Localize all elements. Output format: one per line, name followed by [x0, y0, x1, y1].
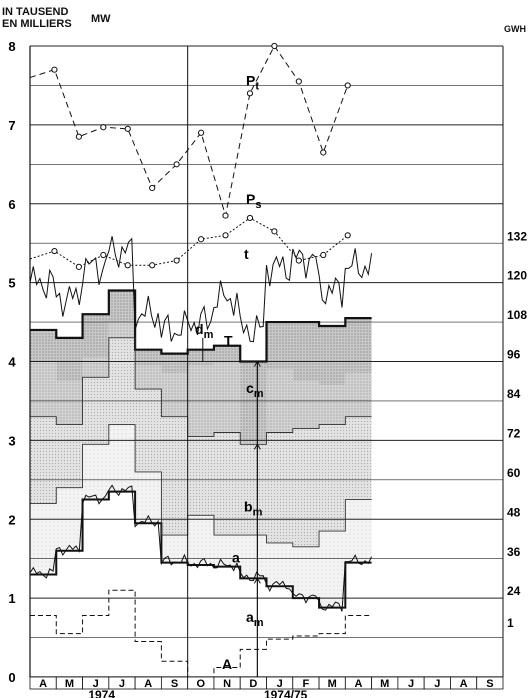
month-label: S [486, 678, 493, 690]
month-label: D [249, 678, 257, 690]
y-tick-label: 3 [8, 433, 15, 448]
series-Pt-point [320, 149, 327, 156]
month-label: F [303, 678, 310, 690]
series-Pt-point [344, 82, 351, 89]
series-cm-boundary [30, 337, 372, 445]
band-bm [30, 337, 372, 547]
band-am [30, 424, 372, 608]
series-Ps-point [124, 262, 131, 269]
month-label: M [65, 678, 74, 690]
label-cm: cm [246, 380, 264, 400]
series-Ps-point [75, 263, 82, 270]
arrow-head [253, 443, 261, 450]
y-right-tick-label: 1 [507, 616, 514, 630]
series-Pt-point [295, 78, 302, 85]
month-label: N [223, 678, 231, 690]
y-right-tick-label: 108 [507, 308, 527, 322]
y-tick-label: 5 [8, 276, 15, 291]
y-tick-label: 4 [8, 355, 16, 370]
month-cell [476, 676, 504, 690]
series-Pt-point [75, 133, 82, 140]
label-T: T [224, 333, 233, 349]
y-tick-label: 6 [8, 197, 15, 212]
series-Pt-point [246, 90, 254, 97]
series-Pt-point [222, 212, 229, 219]
series-Ps-point [173, 257, 180, 264]
y-tick-label: 1 [8, 591, 15, 606]
month-label: J [408, 678, 414, 690]
label-t: t [244, 246, 249, 262]
series-Ps-point [344, 232, 351, 239]
month-label: M [328, 678, 337, 690]
month-label: S [171, 678, 178, 690]
label-a: a [232, 550, 240, 566]
y-right-tick-label: 60 [507, 466, 521, 480]
month-label: J [93, 678, 99, 690]
month-label: J [434, 678, 440, 690]
arrow-head [253, 577, 261, 584]
y-tick-label: 8 [8, 39, 15, 54]
month-label: O [197, 678, 206, 690]
series-Pt-point [197, 129, 205, 136]
unit-label-gwh: GWH [504, 24, 526, 34]
y-tick-label: 2 [8, 512, 15, 527]
month-label: J [119, 678, 125, 690]
unit-label-en-milliers: EN MILLIERS [2, 18, 72, 30]
series-Pt [29, 45, 349, 216]
arrow-head [253, 360, 261, 367]
year-label-1974: 1974 [88, 688, 115, 698]
series-Ps-point [149, 262, 156, 269]
label-A: A [222, 656, 232, 672]
band-cm [30, 322, 372, 445]
y-tick-label: 7 [8, 118, 15, 133]
series-Pt-point [271, 42, 278, 50]
label-bm: bm [244, 498, 263, 518]
series-Ps-point [246, 214, 254, 222]
y-right-tick-label: 36 [507, 545, 521, 559]
series-Ps-point [100, 251, 107, 259]
series-t [29, 236, 373, 343]
label-am: am [246, 609, 264, 629]
y-tick-label: 0 [8, 670, 15, 685]
series-Ps-point [271, 228, 278, 235]
series-Pt-point [124, 125, 131, 132]
y-right-tick-label: 24 [507, 584, 521, 598]
y-right-tick-label: 120 [507, 269, 527, 283]
series-Ps-point [197, 236, 205, 243]
series-Ps-point [222, 232, 229, 239]
series-A [30, 589, 372, 678]
series-a-thin [29, 484, 373, 612]
month-label: M [380, 678, 389, 690]
y-right-tick-label: 48 [507, 505, 521, 519]
series-Pt-point [51, 66, 58, 73]
label-Pt: Pt [246, 72, 259, 92]
series-Ps-point [295, 257, 302, 264]
unit-label-mw: MW [91, 13, 111, 25]
y-right-tick-label: 96 [507, 348, 521, 362]
series-Ps-point [51, 247, 58, 255]
y-right-tick-label: 72 [507, 426, 521, 440]
y-right-tick-label: 132 [507, 229, 527, 243]
label-Ps: Ps [246, 191, 261, 211]
label-dm: dm [195, 321, 214, 341]
series-a [30, 490, 372, 609]
month-label: A [354, 678, 362, 690]
month-label: A [144, 678, 152, 690]
series-Pt-point [149, 184, 156, 192]
month-label: J [277, 678, 283, 690]
series-Ps-point [320, 251, 327, 259]
series-Pt-point [100, 124, 107, 131]
month-label: A [460, 678, 468, 690]
month-label: A [39, 678, 47, 690]
unit-label-in-tausend: IN TAUSEND [2, 6, 69, 18]
y-right-tick-label: 84 [507, 387, 521, 401]
series-Pt-point [173, 161, 180, 168]
year-label-1974-75: 1974/75 [264, 688, 308, 698]
